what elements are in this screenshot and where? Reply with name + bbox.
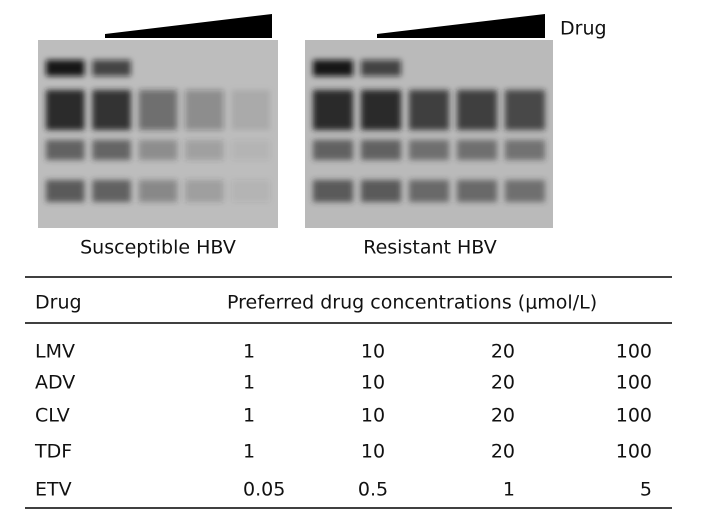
table-cell: 5 bbox=[640, 479, 652, 501]
gel-caption: Susceptible HBV bbox=[80, 237, 236, 259]
gel-band bbox=[361, 140, 401, 160]
gel-band bbox=[92, 180, 131, 202]
gel-band bbox=[138, 140, 178, 160]
gel-band bbox=[185, 180, 224, 202]
table-header: Drug bbox=[35, 292, 82, 314]
table-cell: 1 bbox=[243, 372, 255, 394]
gel-band bbox=[409, 180, 449, 202]
gel-band bbox=[46, 90, 85, 130]
table-cell: 20 bbox=[491, 405, 515, 427]
gel-band bbox=[185, 90, 224, 130]
gel-band bbox=[313, 180, 353, 202]
table-cell: 20 bbox=[491, 341, 515, 363]
table-cell: 0.5 bbox=[358, 479, 388, 501]
gel-band bbox=[185, 140, 224, 160]
table-cell: 1 bbox=[243, 341, 255, 363]
table-cell: 20 bbox=[491, 372, 515, 394]
gel-lanes bbox=[46, 60, 270, 202]
gel-band bbox=[313, 60, 353, 76]
row-label: TDF bbox=[34, 441, 72, 463]
gel-band bbox=[409, 90, 449, 130]
row-label: ADV bbox=[35, 372, 75, 394]
row-label: ETV bbox=[35, 479, 72, 501]
table-cell: 10 bbox=[361, 405, 385, 427]
gel-band bbox=[409, 140, 449, 160]
gel-band bbox=[231, 90, 270, 130]
table-cell: 10 bbox=[361, 341, 385, 363]
gel-band bbox=[313, 140, 353, 160]
gel-band bbox=[361, 180, 401, 202]
table-cell: 1 bbox=[243, 441, 255, 463]
table-cell: 100 bbox=[616, 341, 652, 363]
table-cell: 10 bbox=[361, 441, 385, 463]
gel-band bbox=[505, 90, 545, 130]
table-header: Preferred drug concentrations (μmol/L) bbox=[227, 292, 597, 314]
gel-band bbox=[138, 90, 178, 130]
gel-band bbox=[46, 60, 85, 76]
gel-band bbox=[46, 180, 85, 202]
gel-band bbox=[361, 60, 401, 76]
gel-band bbox=[505, 180, 545, 202]
drug-wedge bbox=[105, 14, 272, 38]
gel-band bbox=[505, 140, 545, 160]
table-cell: 100 bbox=[616, 441, 652, 463]
gel-band bbox=[457, 140, 497, 160]
gel-band bbox=[457, 180, 497, 202]
table-cell: 0.05 bbox=[243, 479, 285, 501]
wedge-label: Drug bbox=[560, 18, 607, 40]
gel-lanes bbox=[313, 60, 545, 202]
table-cell: 100 bbox=[616, 405, 652, 427]
table-cell: 100 bbox=[616, 372, 652, 394]
table-cell: 10 bbox=[361, 372, 385, 394]
gel-band bbox=[92, 90, 131, 130]
gel-band bbox=[313, 90, 353, 130]
table-cell: 1 bbox=[503, 479, 515, 501]
table-cell: 20 bbox=[491, 441, 515, 463]
gel-band bbox=[457, 90, 497, 130]
row-label: CLV bbox=[35, 405, 70, 427]
row-label: LMV bbox=[35, 341, 75, 363]
gel-caption: Resistant HBV bbox=[363, 237, 496, 259]
gel-band bbox=[46, 140, 85, 160]
gel-band bbox=[92, 140, 131, 160]
gel-band bbox=[231, 180, 270, 202]
gel-band bbox=[231, 140, 270, 160]
gel-band bbox=[361, 90, 401, 130]
drug-wedge bbox=[377, 14, 545, 38]
table-cell: 1 bbox=[243, 405, 255, 427]
gel-band bbox=[92, 60, 131, 76]
gel-band bbox=[138, 180, 178, 202]
